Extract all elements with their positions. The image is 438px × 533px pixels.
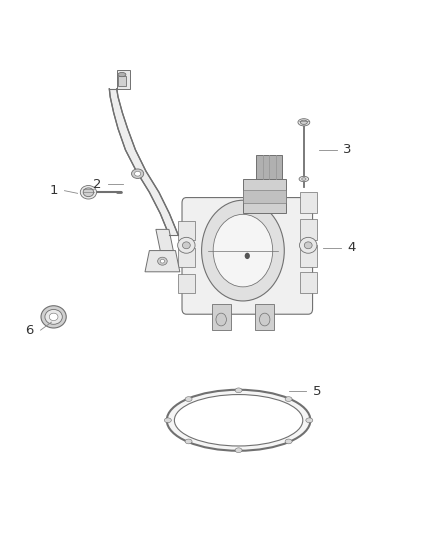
Ellipse shape [41, 306, 66, 328]
Ellipse shape [306, 418, 313, 423]
Bar [178, 248, 195, 266]
Text: 5: 5 [313, 385, 321, 398]
Bar [212, 304, 231, 330]
Ellipse shape [285, 397, 292, 401]
Bar [178, 221, 195, 240]
Circle shape [245, 253, 250, 259]
Circle shape [259, 313, 270, 326]
Ellipse shape [235, 388, 242, 393]
Ellipse shape [300, 237, 317, 253]
Polygon shape [110, 89, 178, 235]
Text: 6: 6 [25, 324, 34, 337]
Ellipse shape [134, 171, 141, 176]
Ellipse shape [302, 177, 306, 180]
Ellipse shape [183, 242, 190, 249]
FancyBboxPatch shape [182, 198, 313, 314]
Ellipse shape [160, 260, 165, 263]
Ellipse shape [185, 397, 192, 401]
Text: 4: 4 [348, 241, 356, 254]
Ellipse shape [300, 120, 307, 124]
Text: 3: 3 [343, 143, 352, 156]
Ellipse shape [178, 237, 195, 253]
Ellipse shape [49, 313, 58, 320]
Bar [243, 179, 286, 214]
Ellipse shape [235, 448, 242, 453]
Polygon shape [156, 229, 173, 251]
Bar [300, 272, 317, 293]
Ellipse shape [185, 439, 192, 444]
Ellipse shape [304, 242, 312, 249]
Ellipse shape [174, 394, 303, 446]
Polygon shape [117, 70, 130, 89]
Ellipse shape [299, 176, 309, 182]
Bar [255, 304, 274, 330]
Ellipse shape [131, 169, 144, 179]
Circle shape [216, 313, 226, 326]
Bar [256, 155, 282, 179]
Bar [300, 192, 317, 214]
Circle shape [213, 214, 273, 287]
Text: 2: 2 [93, 178, 101, 191]
Circle shape [201, 200, 284, 301]
Ellipse shape [164, 418, 171, 423]
Ellipse shape [80, 185, 96, 199]
Bar [300, 245, 317, 266]
Bar [300, 219, 317, 240]
Ellipse shape [285, 439, 292, 444]
Ellipse shape [167, 390, 311, 451]
Ellipse shape [298, 119, 310, 126]
Ellipse shape [83, 188, 94, 197]
Bar [118, 76, 126, 86]
Ellipse shape [158, 257, 167, 265]
Text: 1: 1 [49, 184, 58, 197]
Bar [178, 274, 195, 293]
Bar [243, 190, 286, 203]
Polygon shape [145, 251, 180, 272]
Ellipse shape [45, 310, 62, 324]
Ellipse shape [118, 72, 126, 77]
